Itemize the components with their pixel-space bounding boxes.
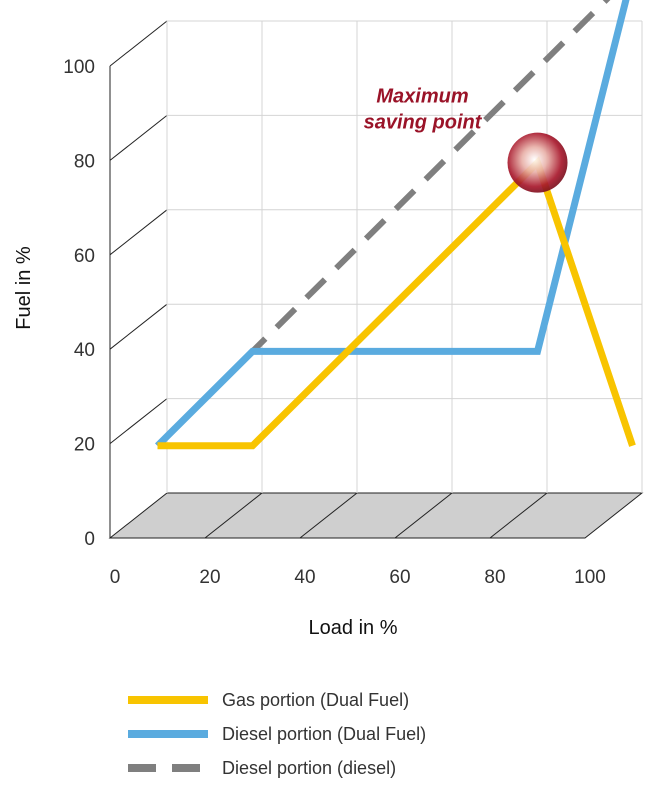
x-tick-80: 80 xyxy=(484,567,505,588)
wall-depth-line-100 xyxy=(109,20,168,67)
y-tick-60: 60 xyxy=(74,246,95,267)
max-saving-marker xyxy=(507,132,568,193)
x-tick-60: 60 xyxy=(389,567,410,588)
floor-line-60 xyxy=(394,492,453,539)
legend-label-diesel-dual: Diesel portion (Dual Fuel) xyxy=(222,723,427,744)
x-tick-40: 40 xyxy=(294,567,315,588)
floor-line-80 xyxy=(489,492,548,539)
max-saving-ball xyxy=(507,132,568,193)
wall-depth-line-80 xyxy=(109,115,168,161)
annotation-line-1: saving point xyxy=(364,112,483,134)
y-tick-0: 0 xyxy=(84,529,95,550)
legend-swatch-diesel xyxy=(128,764,208,772)
legend-item-gas: Gas portion (Dual Fuel) xyxy=(128,683,426,717)
series-line-2 xyxy=(155,0,611,448)
wall-depth-line-60 xyxy=(109,209,168,256)
x-tick-labels: 0 20 40 60 80 100 xyxy=(110,567,606,588)
chart-grid xyxy=(166,20,643,493)
y-tick-labels: 0 20 40 60 80 100 xyxy=(63,57,95,550)
floor-line-40 xyxy=(299,492,358,539)
x-tick-0: 0 xyxy=(110,567,121,588)
legend-label-diesel: Diesel portion (diesel) xyxy=(222,757,397,778)
chart-walls xyxy=(109,20,168,538)
legend-swatch-gas xyxy=(128,696,208,704)
x-tick-100: 100 xyxy=(574,567,606,588)
y-axis-title: Fuel in % xyxy=(13,246,35,330)
chart: 0 20 40 60 80 100 0 20 40 60 80 100 Fuel in % Load… xyxy=(13,0,644,639)
legend: Gas portion (Dual Fuel) Diesel portion (… xyxy=(128,683,426,785)
y-tick-40: 40 xyxy=(74,340,95,361)
series-line-1 xyxy=(155,0,630,449)
legend-swatch-diesel-dual xyxy=(128,730,208,738)
chart-series xyxy=(155,0,636,450)
x-tick-20: 20 xyxy=(199,567,220,588)
wall-depth-line-40 xyxy=(109,303,168,350)
legend-item-diesel-dual: Diesel portion (Dual Fuel) xyxy=(128,717,426,751)
y-tick-100: 100 xyxy=(63,57,95,78)
chart-floor-plane xyxy=(108,492,644,539)
annotation: Maximum saving point xyxy=(364,86,483,134)
legend-label-gas: Gas portion (Dual Fuel) xyxy=(222,689,410,710)
annotation-line-0: Maximum xyxy=(376,86,468,108)
floor-line-20 xyxy=(204,492,263,539)
chart-floor xyxy=(108,492,644,539)
wall-depth-line-20 xyxy=(109,398,168,444)
y-tick-20: 20 xyxy=(74,435,95,456)
legend-item-diesel: Diesel portion (diesel) xyxy=(128,751,426,785)
series-line-0 xyxy=(157,156,636,450)
y-tick-80: 80 xyxy=(74,151,95,172)
x-axis-title: Load in % xyxy=(309,617,398,639)
